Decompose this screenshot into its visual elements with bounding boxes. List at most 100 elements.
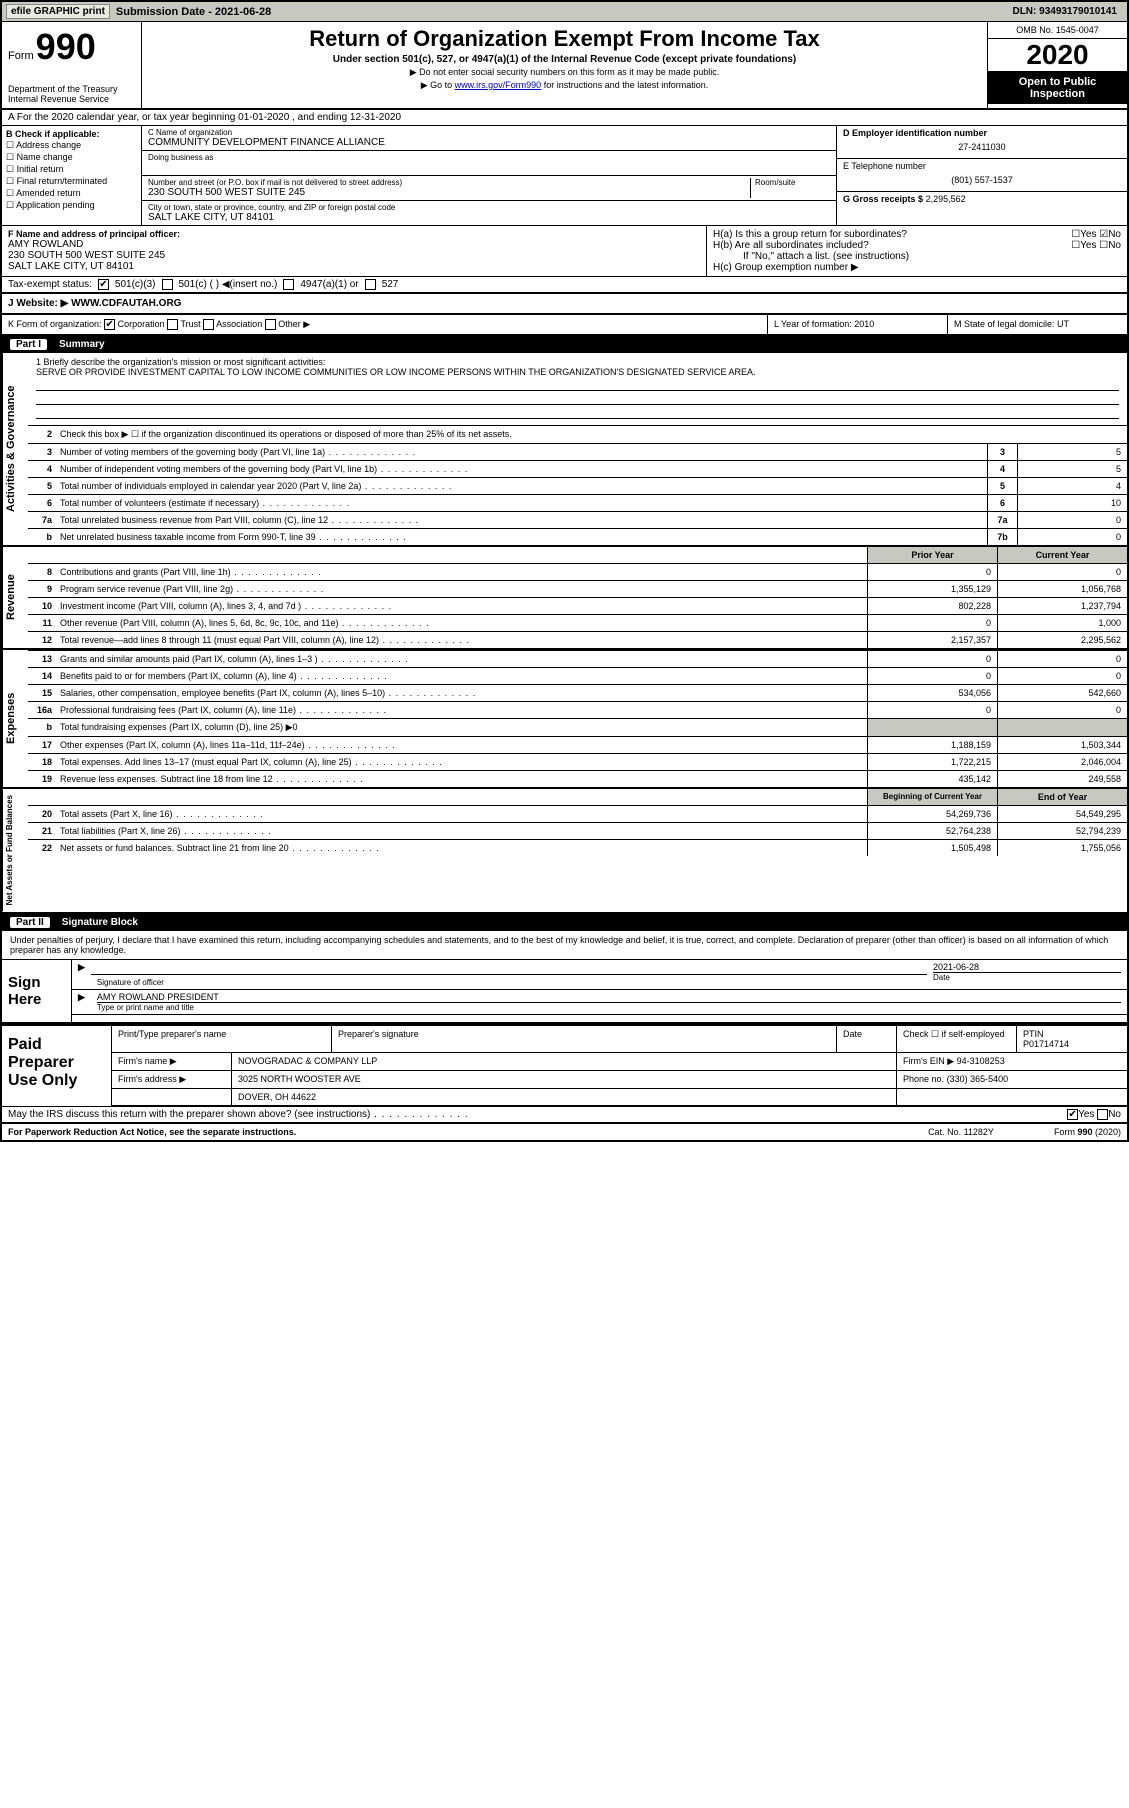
officer-addr1: 230 SOUTH 500 WEST SUITE 245: [8, 250, 700, 261]
hb-yesno[interactable]: ☐Yes ☐No: [1071, 240, 1121, 251]
chk-527[interactable]: [365, 279, 376, 290]
netassets-block: Net Assets or Fund Balances Beginning of…: [2, 789, 1127, 913]
efile-btn[interactable]: efile GRAPHIC print: [6, 4, 110, 19]
chk-initial[interactable]: ☐ Initial return: [6, 164, 137, 175]
firm-name-label: Firm's name ▶: [112, 1053, 232, 1070]
mission-text: SERVE OR PROVIDE INVESTMENT CAPITAL TO L…: [36, 367, 1119, 377]
org-name: COMMUNITY DEVELOPMENT FINANCE ALLIANCE: [148, 137, 830, 148]
gross-receipts: 2,295,562: [926, 194, 966, 204]
arrow-icon: ▶: [72, 960, 91, 989]
firm-phone: (330) 365-5400: [947, 1074, 1009, 1084]
table-row: 3Number of voting members of the governi…: [28, 443, 1127, 460]
dba-label: Doing business as: [148, 153, 830, 162]
firm-ein: 94-3108253: [957, 1056, 1005, 1066]
sign-here-label: Sign Here: [2, 960, 72, 1022]
note-ssn: ▶ Do not enter social security numbers o…: [146, 67, 983, 78]
chk-name[interactable]: ☐ Name change: [6, 152, 137, 163]
note-link: ▶ Go to www.irs.gov/Form990 for instruct…: [146, 80, 983, 91]
form-subtitle: Under section 501(c), 527, or 4947(a)(1)…: [146, 54, 983, 65]
officer-label: F Name and address of principal officer:: [8, 229, 700, 239]
chk-assoc[interactable]: [203, 319, 214, 330]
table-row: 9Program service revenue (Part VIII, lin…: [28, 580, 1127, 597]
revenue-block: Revenue Prior Year Current Year 8Contrib…: [2, 547, 1127, 650]
tax-year: 2020: [988, 39, 1127, 72]
topbar: efile GRAPHIC print Submission Date - 20…: [2, 2, 1127, 22]
col-end-year: End of Year: [997, 789, 1127, 805]
table-row: 2Check this box ▶ ☐ if the organization …: [28, 425, 1127, 443]
officer-row: F Name and address of principal officer:…: [2, 226, 1127, 277]
preparer-block: Paid Preparer Use Only Print/Type prepar…: [2, 1024, 1127, 1106]
form-number: 990: [36, 26, 96, 68]
submission-date: Submission Date - 2021-06-28: [116, 6, 271, 18]
department: Department of the Treasury Internal Reve…: [8, 68, 135, 104]
chk-trust[interactable]: [167, 319, 178, 330]
firm-addr-label: Firm's address ▶: [112, 1071, 232, 1088]
k-label: K Form of organization:: [8, 319, 102, 329]
sign-date: 2021-06-28: [933, 962, 1121, 972]
website-label: J Website: ▶: [8, 298, 68, 309]
table-row: 13Grants and similar amounts paid (Part …: [28, 650, 1127, 667]
ha-yesno[interactable]: ☐Yes ☑No: [1071, 229, 1121, 240]
chk-corp[interactable]: [104, 319, 115, 330]
table-row: 11Other revenue (Part VIII, column (A), …: [28, 614, 1127, 631]
preparer-title: Paid Preparer Use Only: [2, 1026, 112, 1106]
dln: DLN: 93493179010141: [1012, 6, 1123, 17]
expenses-block: Expenses 13Grants and similar amounts pa…: [2, 650, 1127, 789]
row-a-period: A For the 2020 calendar year, or tax yea…: [2, 110, 1127, 126]
part1-header: Part I Summary: [2, 336, 1127, 353]
room-label: Room/suite: [755, 178, 830, 187]
h-note: If "No," attach a list. (see instruction…: [713, 251, 1121, 262]
table-row: 4Number of independent voting members of…: [28, 460, 1127, 477]
discuss-text: May the IRS discuss this return with the…: [8, 1109, 469, 1120]
table-row: 12Total revenue—add lines 8 through 11 (…: [28, 631, 1127, 648]
chk-501c[interactable]: [162, 279, 173, 290]
table-row: 8Contributions and grants (Part VIII, li…: [28, 563, 1127, 580]
phone-label: Phone no.: [903, 1074, 944, 1084]
sig-label: Signature of officer: [97, 978, 164, 987]
inspection-badge: Open to Public Inspection: [988, 72, 1127, 104]
table-row: 5Total number of individuals employed in…: [28, 477, 1127, 494]
irs-link[interactable]: www.irs.gov/Form990: [455, 80, 542, 90]
chk-amended[interactable]: ☐ Amended return: [6, 188, 137, 199]
omb-number: OMB No. 1545-0047: [988, 22, 1127, 39]
discuss-row: May the IRS discuss this return with the…: [2, 1106, 1127, 1123]
website-url[interactable]: WWW.CDFAUTAH.ORG: [71, 298, 181, 309]
box-d: D Employer identification number 27-2411…: [837, 126, 1127, 225]
chk-pending[interactable]: ☐ Application pending: [6, 200, 137, 211]
street-address: 230 SOUTH 500 WEST SUITE 245: [148, 187, 750, 198]
page-footer: For Paperwork Reduction Act Notice, see …: [2, 1123, 1127, 1140]
row-klm: K Form of organization: Corporation Trus…: [2, 315, 1127, 336]
table-row: 7aTotal unrelated business revenue from …: [28, 511, 1127, 528]
chk-501c3[interactable]: [98, 279, 109, 290]
prep-date-label: Date: [837, 1026, 897, 1052]
side-activities: Activities & Governance: [2, 353, 28, 545]
ptin-label: PTIN: [1023, 1029, 1044, 1039]
firm-ein-label: Firm's EIN ▶: [903, 1056, 954, 1066]
addr-label: Number and street (or P.O. box if mail i…: [148, 178, 750, 187]
chk-final[interactable]: ☐ Final return/terminated: [6, 176, 137, 187]
org-name-label: C Name of organization: [148, 128, 830, 137]
side-expenses: Expenses: [2, 650, 28, 787]
city-label: City or town, state or province, country…: [148, 203, 830, 212]
table-row: 17Other expenses (Part IX, column (A), l…: [28, 736, 1127, 753]
ptin-value: P01714714: [1023, 1039, 1069, 1049]
telephone: (801) 557-1537: [843, 171, 1121, 189]
part2-title: Signature Block: [62, 917, 138, 928]
prep-sig-label: Preparer's signature: [332, 1026, 837, 1052]
chk-other[interactable]: [265, 319, 276, 330]
chk-address[interactable]: ☐ Address change: [6, 140, 137, 151]
officer-name: AMY ROWLAND: [8, 239, 700, 250]
chk-4947[interactable]: [283, 279, 294, 290]
box-b: B Check if applicable: ☐ Address change …: [2, 126, 142, 225]
self-employed-chk[interactable]: Check ☐ if self-employed: [897, 1026, 1017, 1052]
sign-block: Sign Here ▶ Signature of officer 2021-06…: [2, 960, 1127, 1024]
table-row: 10Investment income (Part VIII, column (…: [28, 597, 1127, 614]
table-row: 21Total liabilities (Part X, line 26)52,…: [28, 822, 1127, 839]
section-bcd: B Check if applicable: ☐ Address change …: [2, 126, 1127, 226]
h-a: H(a) Is this a group return for subordin…: [713, 229, 907, 240]
state-domicile: M State of legal domicile: UT: [947, 315, 1127, 334]
mission-q: 1 Briefly describe the organization's mi…: [36, 357, 1119, 367]
tax-status-row: Tax-exempt status: 501(c)(3) 501(c) ( ) …: [2, 277, 1127, 293]
footer-form: Form 990 (2020): [1054, 1127, 1121, 1137]
discuss-yesno[interactable]: Yes No: [1067, 1109, 1121, 1120]
